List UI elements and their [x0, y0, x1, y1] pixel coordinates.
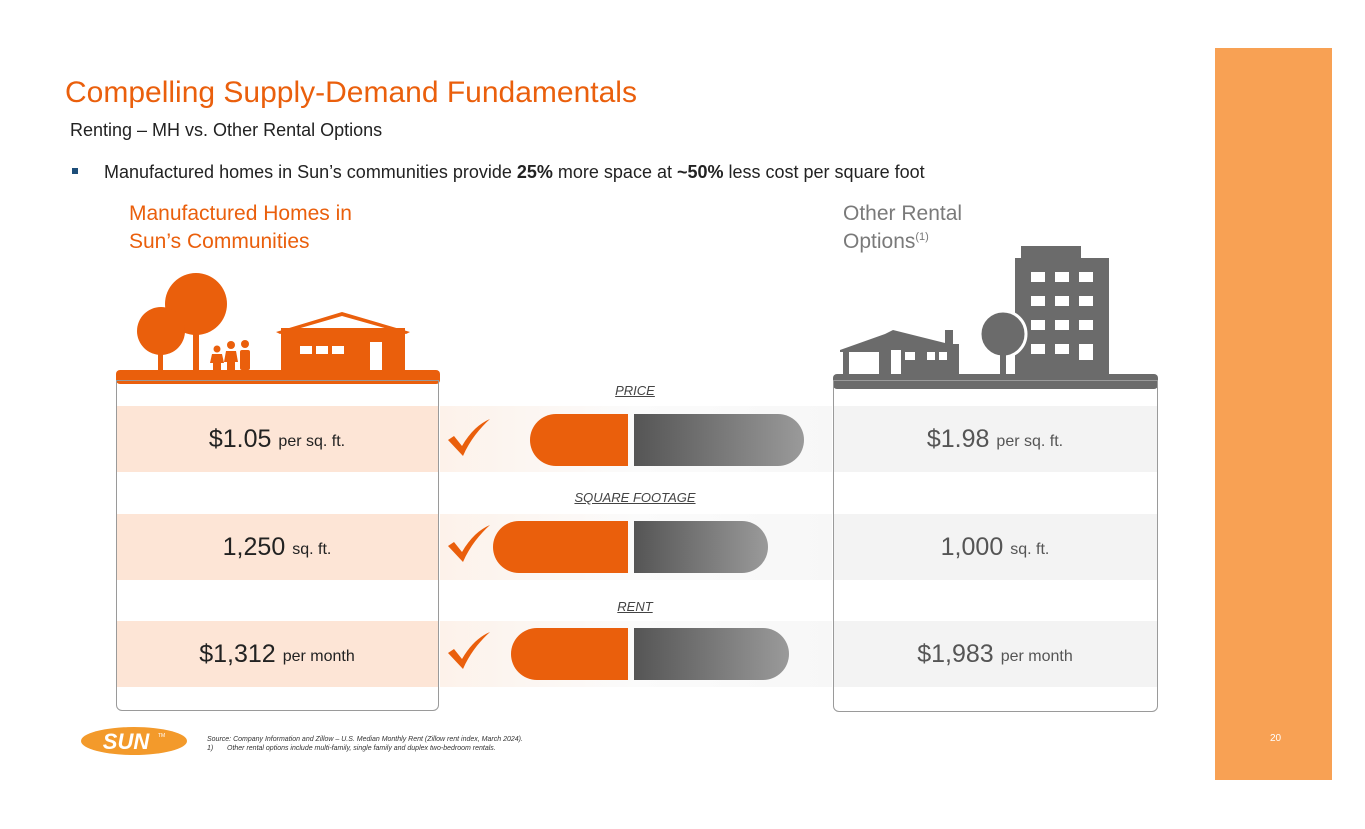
footnote-ref: (1) — [915, 231, 929, 243]
side-accent-bar — [1215, 48, 1332, 780]
manufactured-home-icon — [276, 312, 410, 370]
right-value-rent: $1,983 per month — [833, 621, 1157, 687]
right-heading-line1: Other Rental — [843, 202, 963, 225]
left-price-unit: per sq. ft. — [278, 433, 346, 450]
page-subtitle: Renting – MH vs. Other Rental Options — [70, 120, 383, 140]
right-value-sqft: 1,000 sq. ft. — [833, 514, 1157, 580]
right-value-price: $1.98 per sq. ft. — [833, 406, 1157, 472]
bullet-marker — [72, 168, 78, 174]
right-column-heading: Other Rental Options(1) — [843, 200, 962, 256]
left-heading-line2: Sun’s Communities — [129, 230, 310, 253]
bullet-text: Manufactured homes in Sun’s communities … — [104, 162, 925, 183]
right-price-number: $1.98 — [926, 424, 990, 453]
left-rent-unit: per month — [282, 648, 355, 665]
bullet-text-post: less cost per square foot — [723, 162, 925, 182]
left-sqft-number: 1,250 — [222, 532, 286, 561]
right-band-rent — [833, 621, 1157, 687]
checkmark-icon — [448, 525, 490, 562]
right-band-price — [833, 406, 1157, 472]
left-heading-line1: Manufactured Homes in — [129, 202, 352, 225]
checkmark-icon — [448, 419, 490, 456]
comparison-bar-sqft-mh — [493, 521, 628, 573]
comparison-bar-price-other — [634, 414, 804, 466]
right-sqft-unit: sq. ft. — [1010, 541, 1050, 558]
apartment-building-icon — [1015, 246, 1109, 374]
bullet-text-mid: more space at — [552, 162, 677, 182]
logo-tm: TM — [158, 733, 165, 739]
family-icon — [210, 340, 250, 370]
checkmark-icon — [448, 632, 490, 669]
left-column-heading: Manufactured Homes in Sun’s Communities — [129, 200, 352, 256]
left-sqft-unit: sq. ft. — [292, 541, 332, 558]
left-band-sqft — [116, 514, 438, 580]
trees-icon — [137, 273, 227, 370]
metric-label-sqft: SQUARE FOOTAGE — [574, 490, 696, 505]
bullet-text-pre: Manufactured homes in Sun’s communities … — [104, 162, 517, 182]
single-family-house-icon — [840, 330, 959, 374]
bullet-bold-space: 25% — [516, 162, 553, 182]
comparison-bar-rent-mh — [511, 628, 628, 680]
metric-label-price: PRICE — [615, 383, 655, 398]
source-line: Source: Company Information and Zillow –… — [207, 736, 523, 743]
left-value-rent: $1,312 per month — [116, 621, 438, 687]
comparison-bar-sqft-other — [634, 521, 768, 573]
left-rent-number: $1,312 — [199, 639, 276, 668]
comparison-bar-rent-other — [634, 628, 789, 680]
comparison-bar-price-mh — [530, 414, 628, 466]
left-value-sqft: 1,250 sq. ft. — [116, 514, 438, 580]
right-band-sqft — [833, 514, 1157, 580]
logo-text: SUN — [103, 729, 151, 754]
sun-logo: SUN TM — [81, 727, 187, 755]
right-column-frame — [833, 380, 1158, 712]
bullet-bold-cost: ~50% — [676, 162, 724, 182]
right-sqft-number: 1,000 — [940, 532, 1004, 561]
tree-icon — [978, 309, 1028, 374]
footnote-text: Other rental options include multi-famil… — [227, 745, 496, 752]
left-illustration — [137, 273, 410, 370]
right-price-unit: per sq. ft. — [996, 433, 1064, 450]
metric-label-rent: RENT — [617, 599, 653, 614]
source-note: Source: Company Information and Zillow –… — [207, 735, 523, 753]
page-number: 20 — [1270, 733, 1282, 744]
left-value-price: $1.05 per sq. ft. — [116, 406, 438, 472]
right-heading-line2: Options — [843, 230, 916, 253]
right-column-base — [833, 374, 1158, 389]
left-price-number: $1.05 — [208, 424, 272, 453]
right-rent-number: $1,983 — [917, 639, 994, 668]
right-rent-unit: per month — [1000, 648, 1073, 665]
footnote-number: 1) — [207, 745, 214, 752]
page-title: Compelling Supply-Demand Fundamentals — [65, 76, 637, 109]
left-column-frame — [116, 380, 439, 711]
left-band-price — [116, 406, 438, 472]
right-illustration — [840, 246, 1109, 374]
left-band-rent — [116, 621, 438, 687]
